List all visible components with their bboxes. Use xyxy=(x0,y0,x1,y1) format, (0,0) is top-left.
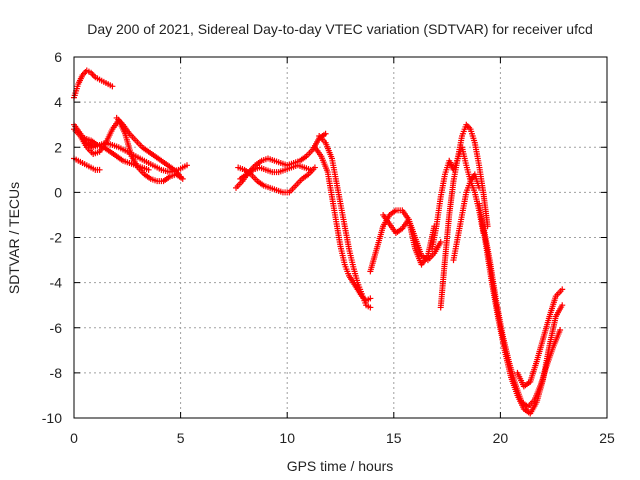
chart-title: Day 200 of 2021, Sidereal Day-to-day VTE… xyxy=(87,21,593,37)
data-point xyxy=(145,166,152,173)
y-tick-label: -6 xyxy=(50,320,63,336)
y-tick-label: -4 xyxy=(50,275,63,291)
x-tick-label: 15 xyxy=(386,430,402,446)
data-series xyxy=(514,286,566,390)
y-tick-label: -2 xyxy=(50,230,63,246)
data-series xyxy=(316,132,374,311)
data-series xyxy=(71,117,186,185)
data-series xyxy=(476,200,566,417)
x-tick-label: 20 xyxy=(493,430,509,446)
x-tick-label: 25 xyxy=(599,430,615,446)
data-point xyxy=(559,286,566,293)
data-point xyxy=(322,130,329,137)
data-point xyxy=(476,184,483,191)
data-series xyxy=(233,130,329,191)
y-tick-label: 6 xyxy=(54,49,62,65)
data-series xyxy=(437,144,483,311)
data-series xyxy=(81,135,152,173)
y-tick-label: 0 xyxy=(54,184,62,200)
data-point xyxy=(177,173,184,180)
data-point xyxy=(183,162,190,169)
data-point xyxy=(437,239,444,246)
x-tick-label: 10 xyxy=(279,430,295,446)
data-series xyxy=(311,144,374,304)
data-series xyxy=(113,114,184,180)
y-tick-label: 4 xyxy=(54,94,62,110)
x-axis-label: GPS time / hours xyxy=(287,458,394,474)
y-tick-label: -8 xyxy=(50,365,63,381)
data-point xyxy=(557,327,564,334)
data-series xyxy=(429,121,491,252)
data-point xyxy=(109,83,116,90)
axis-ticks: 0 5 10 15 20 25 -10 -8 -6 -4 -2 0 2 4 6 xyxy=(42,49,615,446)
data-marks xyxy=(71,67,566,417)
data-series xyxy=(380,211,438,268)
data-point xyxy=(307,166,314,173)
data-point xyxy=(367,304,374,311)
y-tick-label: -10 xyxy=(42,410,62,426)
data-point xyxy=(96,166,103,173)
data-series xyxy=(237,162,314,182)
data-point xyxy=(559,302,566,309)
data-point xyxy=(367,295,374,302)
y-axis-label: SDTVAR / TECUs xyxy=(6,182,22,294)
x-tick-label: 5 xyxy=(177,430,185,446)
data-point xyxy=(311,164,318,171)
x-tick-label: 0 xyxy=(70,430,78,446)
data-series xyxy=(71,67,116,101)
data-series xyxy=(71,155,103,173)
y-tick-label: 2 xyxy=(54,139,62,155)
